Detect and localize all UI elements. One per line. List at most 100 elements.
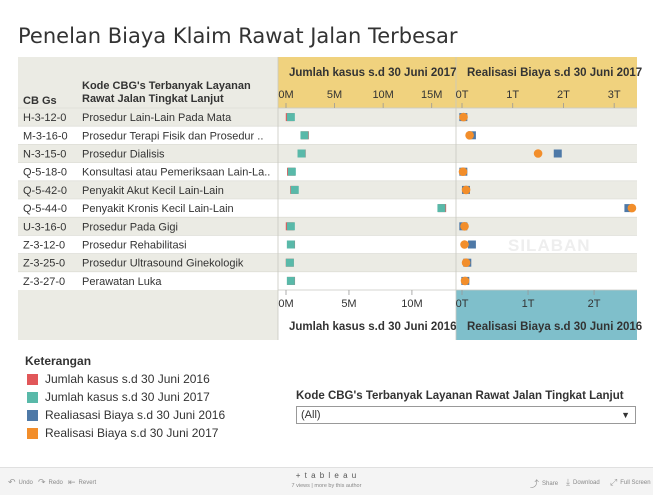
axis-title-top: Jumlah kasus s.d 30 Juni 2017: [289, 67, 456, 79]
row-code: Q-5-42-0: [23, 185, 67, 197]
share-label: Share: [542, 480, 559, 487]
row-name: Prosedur Lain-Lain Pada Mata: [82, 112, 232, 124]
undo-icon: ↶: [8, 477, 16, 487]
download-button[interactable]: ⤓ Download: [566, 477, 600, 488]
legend-swatch: [27, 427, 38, 439]
legend-swatch: [27, 391, 38, 403]
filter-dropdown[interactable]: (All) ▼: [296, 406, 636, 424]
fullscreen-icon: ⤢: [610, 477, 618, 487]
row-name: Prosedur Terapi Fisik dan Prosedur ..: [82, 130, 263, 142]
row-name: Prosedur Pada Gigi: [82, 221, 178, 233]
footer-right-bg: [456, 290, 637, 340]
tick-label-top: 2T: [557, 89, 570, 101]
row-name: Perawatan Luka: [82, 276, 162, 288]
row-code: U-3-16-0: [23, 221, 66, 233]
legend-item-biaya-2017[interactable]: Realisasi Biaya s.d 30 Juni 2017: [27, 425, 218, 441]
tick-label-top: 10M: [372, 89, 393, 101]
fullscreen-label: Full Screen: [620, 479, 651, 486]
table-row-bg: [18, 235, 637, 254]
legend-item-biaya-2016[interactable]: Realiasasi Biaya s.d 30 Juni 2016: [27, 407, 225, 423]
share-button[interactable]: ⤴ Share: [530, 477, 558, 490]
axis-title-bottom: Realisasi Biaya s.d 30 Juni 2016: [467, 321, 642, 333]
data-point-kasus-top: [286, 276, 295, 285]
header-top-bg: [278, 57, 637, 108]
axis-title-top: Realisasi Biaya s.d 30 Juni 2017: [467, 67, 642, 79]
legend-label: Jumlah kasus s.d 30 Juni 2017: [45, 390, 210, 404]
header-left-bg: [18, 57, 278, 108]
chevron-down-icon[interactable]: ▼: [621, 410, 630, 420]
tableau-toolbar: ↶ Undo ↷ Redo ⇤ Revert + t a b l e a u 7 vi…: [0, 467, 653, 495]
footer-left-bg: [18, 290, 278, 340]
row-code: Z-3-27-0: [23, 276, 65, 288]
filter-title: Kode CBG's Terbanyak Layanan Rawat Jalan…: [296, 390, 624, 402]
data-point-kasus-top: [286, 240, 295, 249]
undo-label: Undo: [18, 479, 33, 486]
data-point-biaya-bottom: [553, 149, 562, 158]
row-code: H-3-12-0: [23, 112, 66, 124]
download-icon: ⤓: [566, 477, 570, 487]
data-point-kasus-top: [287, 167, 296, 176]
row-code: Q-5-44-0: [23, 203, 67, 215]
data-point-biaya-top: [459, 112, 468, 122]
data-point-biaya-top: [460, 222, 469, 231]
table-row-bg: [18, 253, 637, 272]
footer-mid-bg: [278, 290, 456, 340]
tick-label-bottom: 2T: [588, 298, 601, 310]
legend-item-kasus-2017[interactable]: Jumlah kasus s.d 30 Juni 2017: [27, 389, 210, 405]
data-point-biaya-bottom: [467, 240, 476, 249]
fullscreen-button[interactable]: ⤢ Full Screen: [610, 477, 651, 488]
redo-button[interactable]: ↷ Redo: [38, 477, 63, 488]
tick-label-bottom: 10M: [401, 298, 422, 310]
row-code: M-3-16-0: [23, 130, 68, 142]
share-icon: ⤴: [530, 479, 540, 489]
data-point-biaya-top: [465, 131, 474, 140]
data-point-kasus-top: [286, 113, 295, 122]
tick-label-top: 3T: [608, 89, 621, 101]
axis-title-bottom: Jumlah kasus s.d 30 Juni 2016: [289, 321, 456, 333]
undo-button[interactable]: ↶ Undo: [8, 477, 33, 488]
data-point-biaya-top: [458, 167, 468, 176]
redo-label: Redo: [48, 479, 63, 486]
filter-value: (All): [301, 409, 321, 421]
revert-icon: ⇤: [68, 477, 76, 487]
table-row-bg: [18, 217, 637, 236]
table-row-bg: [18, 126, 637, 145]
table-row-bg: [18, 108, 637, 127]
tick-label-top: 5M: [327, 89, 342, 101]
legend-item-kasus-2016[interactable]: Jumlah kasus s.d 30 Juni 2016: [27, 371, 210, 387]
column-header-cbgs: CB Gs: [23, 95, 57, 107]
download-label: Download: [572, 479, 600, 486]
page-title: Penelan Biaya Klaim Rawat Jalan Terbesar: [18, 24, 458, 48]
data-point-biaya-top: [461, 258, 471, 268]
data-point-kasus-top: [290, 185, 299, 194]
tick-label-top: 0M: [278, 89, 293, 101]
revert-label: Revert: [78, 479, 97, 486]
tick-label-top: 1T: [506, 89, 519, 101]
row-code: Q-5-18-0: [23, 167, 67, 179]
row-name: Prosedur Dialisis: [82, 149, 165, 161]
data-point-kasus-top: [286, 222, 295, 231]
legend-swatch: [27, 373, 38, 385]
data-point-kasus-top: [300, 131, 309, 140]
tick-label-top: 0T: [456, 89, 469, 101]
data-point-biaya-top: [627, 203, 637, 213]
views-count[interactable]: 7 views | more by this author: [291, 483, 362, 489]
data-point-biaya-top: [461, 185, 471, 195]
tick-label-bottom: 5M: [341, 298, 356, 310]
row-name: Prosedur Ultrasound Ginekologik: [82, 258, 244, 270]
tick-label-bottom: 0M: [278, 298, 293, 310]
revert-button[interactable]: ⇤ Revert: [68, 477, 96, 488]
legend-label: Realiasasi Biaya s.d 30 Juni 2016: [45, 408, 226, 422]
data-point-biaya-top: [460, 276, 470, 286]
tableau-logo[interactable]: + t a b l e a u: [295, 471, 358, 480]
data-point-kasus-top: [437, 204, 446, 213]
data-point-kasus-top: [297, 149, 306, 158]
column-header-kode: Kode CBG's Terbanyak Layanan: [82, 80, 251, 92]
table-row-bg: [18, 199, 637, 218]
watermark: SILABAN: [508, 236, 591, 255]
table-row-bg: [18, 144, 637, 163]
row-name: Penyakit Akut Kecil Lain-Lain: [82, 185, 224, 197]
table-row-bg: [18, 180, 637, 199]
column-header-kode: Rawat Jalan Tingkat Lanjut: [82, 93, 224, 105]
